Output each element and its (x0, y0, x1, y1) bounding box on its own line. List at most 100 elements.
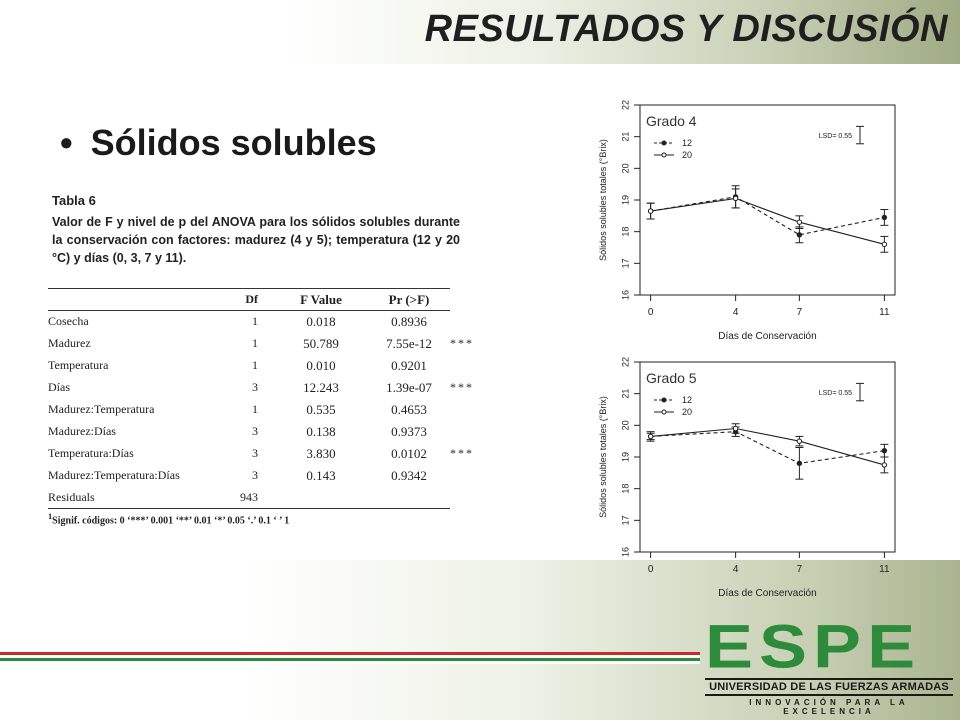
data-point (881, 214, 888, 221)
table-header-cell: Pr (>F) (388, 292, 430, 307)
table-rule-header (48, 310, 450, 311)
plot-frame (639, 361, 896, 553)
table-cell: 3 (252, 380, 258, 394)
y-tick-label: 22 (620, 357, 630, 367)
lsd-label: LSD= 0.55 (819, 133, 852, 140)
table-cell: 1.39e-07 (386, 380, 432, 395)
table-cell: Residuals (48, 490, 95, 504)
logo-motto: INNOVACIÓN PARA LA EXCELENCIA (749, 698, 909, 716)
legend-marker (661, 140, 667, 146)
table-cell: 0.9342 (391, 468, 427, 483)
y-tick-label: 17 (620, 515, 630, 525)
bullet-dot-icon: • (60, 122, 73, 163)
data-point (881, 241, 888, 248)
table-row: Madurez:Temperatura:Días 3 0.143 0.9342 (48, 464, 488, 486)
table-row: Temperatura:Días 3 3.830 0.0102 *** (48, 442, 488, 464)
table-row: Madurez 1 50.789 7.55e-12 *** (48, 332, 488, 354)
x-tick-label: 4 (733, 564, 739, 575)
lsd-label: LSD= 0.55 (819, 390, 852, 397)
decorative-stripes (0, 652, 700, 664)
data-point (796, 219, 803, 225)
x-tick-label: 4 (733, 307, 739, 318)
bullet-heading: • Sólidos solubles (60, 122, 377, 164)
x-tick-label: 0 (648, 307, 654, 318)
data-point (796, 460, 803, 467)
table-cell: Madurez:Días (48, 424, 116, 438)
legend-label: 20 (682, 407, 692, 417)
x-axis-label: Días de Conservación (718, 331, 816, 342)
y-tick-label: 17 (620, 258, 630, 268)
table-footnote: 1Signif. códigos: 0 ‘***’ 0.001 ‘**’ 0.0… (48, 512, 289, 526)
y-tick-label: 19 (620, 195, 630, 205)
x-tick-label: 0 (648, 564, 654, 575)
table-cell: 1 (252, 358, 258, 372)
data-point (796, 438, 803, 444)
chart-grado-4: Grado 4 16 17 18 19 20 21 22 0 4 7 11 Días de Conser… (598, 100, 896, 342)
series-line-12 (650, 196, 885, 236)
table-cell: 0.4653 (391, 402, 427, 417)
y-tick-label: 16 (620, 547, 630, 557)
table-header-cell: F Value (300, 292, 342, 307)
anova-table: Df F Value Pr (>F) Cosecha 1 0.018 0.8936 Madur… (48, 288, 488, 509)
table-cell: 0.535 (306, 402, 336, 417)
data-point (796, 232, 803, 238)
logo-university: UNIVERSIDAD DE LAS FUERZAS ARMADAS (705, 678, 953, 696)
table-rule-top (48, 288, 450, 289)
table-cell: Días (48, 380, 70, 394)
table-row: Días 3 12.243 1.39e-07 *** (48, 376, 488, 398)
data-point (732, 425, 739, 432)
table-row: Madurez:Días 3 0.138 0.9373 (48, 420, 488, 442)
slide-title: RESULTADOS Y DISCUSIÓN (424, 8, 948, 50)
table-cell: 3.830 (306, 446, 336, 461)
table-cell: *** (450, 446, 474, 460)
table-cell: Madurez (48, 336, 91, 350)
data-point (881, 447, 888, 454)
footer-band (0, 560, 960, 720)
table-cell: 50.789 (303, 336, 339, 351)
table-cell: 0.0102 (391, 446, 427, 461)
table-header-row: Df F Value Pr (>F) (48, 288, 488, 310)
table-cell: 3 (252, 446, 258, 460)
y-axis-label: Sólidos solubles totales (°Brix) (598, 396, 608, 518)
series-line-20 (650, 427, 885, 466)
y-tick-label: 19 (620, 452, 630, 462)
table-row: Temperatura 1 0.010 0.9201 (48, 354, 488, 376)
table-cell: 0.010 (306, 358, 336, 373)
table-row: Madurez:Temperatura 1 0.535 0.4653 (48, 398, 488, 420)
table-cell: Madurez:Temperatura:Días (48, 468, 180, 482)
y-tick-label: 21 (620, 389, 630, 399)
table-cell: 1 (252, 336, 258, 350)
table-cell: 0.8936 (391, 314, 427, 329)
table-cell: 0.9373 (391, 424, 427, 439)
y-tick-label: 21 (620, 132, 630, 142)
table-cell: 0.9201 (391, 358, 427, 373)
table-header-cell: Df (245, 292, 258, 306)
table-cell: 0.143 (306, 468, 336, 483)
plot-frame (639, 104, 896, 296)
logo-wordmark: ESPE (705, 613, 922, 682)
legend-marker (661, 397, 667, 403)
y-tick-label: 22 (620, 100, 630, 110)
table-cell: *** (450, 380, 474, 394)
legend-label: 20 (682, 150, 692, 160)
data-point (647, 433, 654, 440)
legend-marker (661, 409, 667, 415)
espe-logo: ESPE UNIVERSIDAD DE LAS FUERZAS ARMADAS … (705, 613, 953, 716)
table-rule-bottom (48, 508, 450, 509)
series-line-20 (650, 197, 885, 245)
y-tick-label: 20 (620, 420, 630, 430)
table-cell: 1 (252, 314, 258, 328)
table-row: Residuals 943 (48, 486, 488, 508)
table-cell: 1 (252, 402, 258, 416)
y-tick-label: 16 (620, 290, 630, 300)
header-band (0, 0, 960, 64)
table-cell: 3 (252, 468, 258, 482)
footnote-text: Signif. códigos: 0 ‘***’ 0.001 ‘**’ 0.01… (52, 515, 290, 527)
table-cell: 0.138 (306, 424, 336, 439)
bullet-text: Sólidos solubles (90, 122, 377, 163)
table-cell: Temperatura:Días (48, 446, 134, 460)
table-cell: Madurez:Temperatura (48, 402, 155, 416)
series-line-12 (650, 431, 885, 464)
x-tick-label: 11 (879, 564, 890, 575)
chart-title: Grado 5 (646, 370, 697, 386)
